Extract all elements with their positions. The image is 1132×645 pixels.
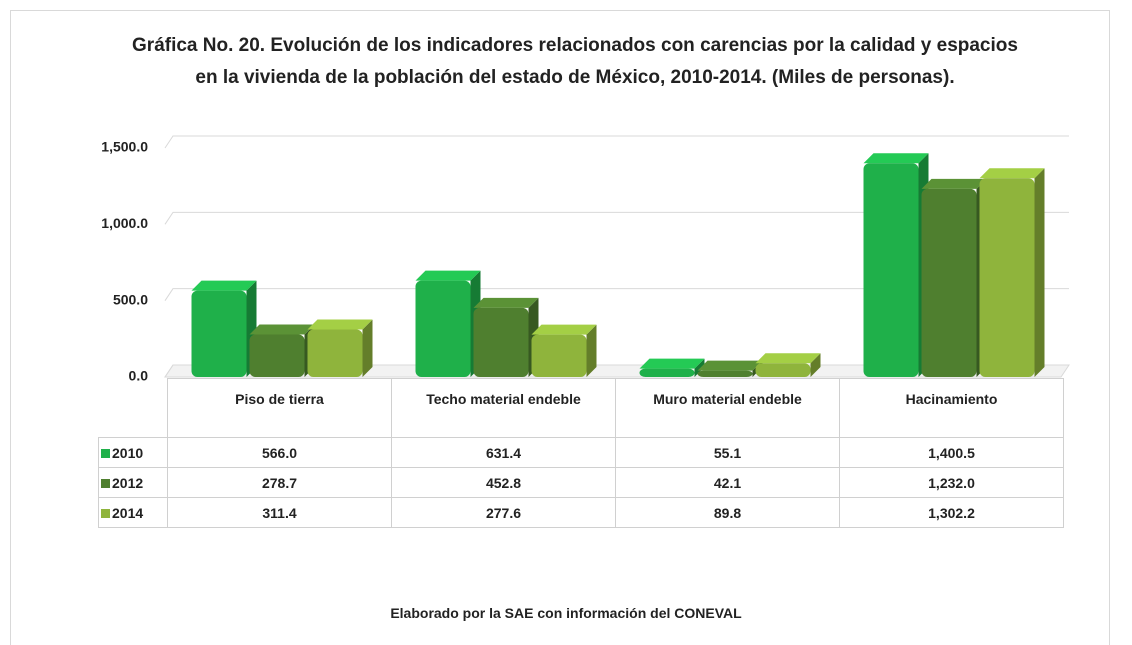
data-label: 1,400.5 [839,437,1064,468]
bar [473,297,539,377]
data-label: 278.7 [167,467,392,498]
table-row: 2010 566.0 631.4 55.1 1,400.5 [98,437,1064,468]
bar-front [639,368,695,377]
data-label: 277.6 [391,497,616,528]
bar-top [473,297,539,308]
bar [249,324,315,377]
y-tick-label: 1,500.0 [101,139,148,155]
bar-top [755,353,821,364]
x-tick-label: Piso de tierra [167,378,392,438]
bar-top [921,178,987,189]
bar-front [307,329,363,377]
bar-front [249,334,305,377]
bar [639,358,705,377]
table-header-row: Piso de tierra Techo material endeble Muro… [99,378,1064,438]
bar-side [586,324,597,377]
bar [921,178,987,377]
legend-label: 2012 [112,474,144,491]
source-note: Elaborado por la SAE con información del… [390,605,742,621]
bar-front [979,178,1035,377]
bar-front [755,363,811,377]
y-tick-label: 0.0 [129,368,149,384]
data-label: 566.0 [167,437,392,468]
grid-line [164,135,1069,149]
bar-top [249,324,315,335]
bar-front [921,188,977,377]
data-label: 42.1 [615,467,840,498]
data-label: 1,302.2 [839,497,1064,528]
data-table: Piso de tierra Techo material endeble Muro… [98,378,1064,528]
bar-side [810,353,821,377]
bar-front [531,334,587,377]
bar-top [307,319,373,330]
frame [10,10,1110,645]
data-label: 89.8 [615,497,840,528]
legend-entry: 2014 [98,497,168,528]
legend-swatch [101,478,110,488]
y-tick-label: 500.0 [113,291,148,307]
bar-front [415,280,471,377]
bar-top [415,270,481,281]
grid-line [164,211,1069,225]
bar-front [697,370,753,377]
y-tick-label: 1,000.0 [101,215,148,231]
x-tick-label: Hacinamiento [839,378,1064,438]
data-label: 1,232.0 [839,467,1064,498]
bar-top [697,360,763,371]
bar-side [694,358,705,377]
bar-top [863,153,929,164]
table-row: 2012 278.7 452.8 42.1 1,232.0 [98,467,1064,498]
legend-entry: 2010 [98,437,168,468]
bar [755,353,821,377]
bar [307,319,373,377]
data-label: 55.1 [615,437,840,468]
legend-swatch [101,508,110,518]
bar-top [639,358,705,369]
legend-entry: 2012 [98,467,168,498]
bar-side [1034,168,1045,377]
legend-swatch [101,448,110,458]
legend-label: 2014 [112,504,144,521]
bar [191,280,257,377]
bar-front [863,163,919,377]
bar-side [362,319,373,377]
bar [979,168,1045,377]
table-row: 2014 311.4 277.6 89.8 1,302.2 [98,497,1064,528]
bar-front [191,290,247,377]
legend-label: 2010 [112,444,144,461]
data-label: 452.8 [391,467,616,498]
data-label: 631.4 [391,437,616,468]
bar-top [191,280,257,291]
bar [863,153,929,377]
table-corner [99,379,168,438]
chart-title: Gráfica No. 20. Evolución de los indicad… [132,35,1018,88]
x-tick-label: Techo material endeble [391,378,616,438]
grid-line [164,288,1069,301]
bar-top [531,324,597,335]
bar [531,324,597,377]
bar [697,360,763,377]
x-tick-label: Muro material endeble [615,378,840,438]
bar [415,270,481,377]
data-label: 311.4 [167,497,392,528]
bar-top [979,168,1045,179]
bar-front [473,307,529,377]
